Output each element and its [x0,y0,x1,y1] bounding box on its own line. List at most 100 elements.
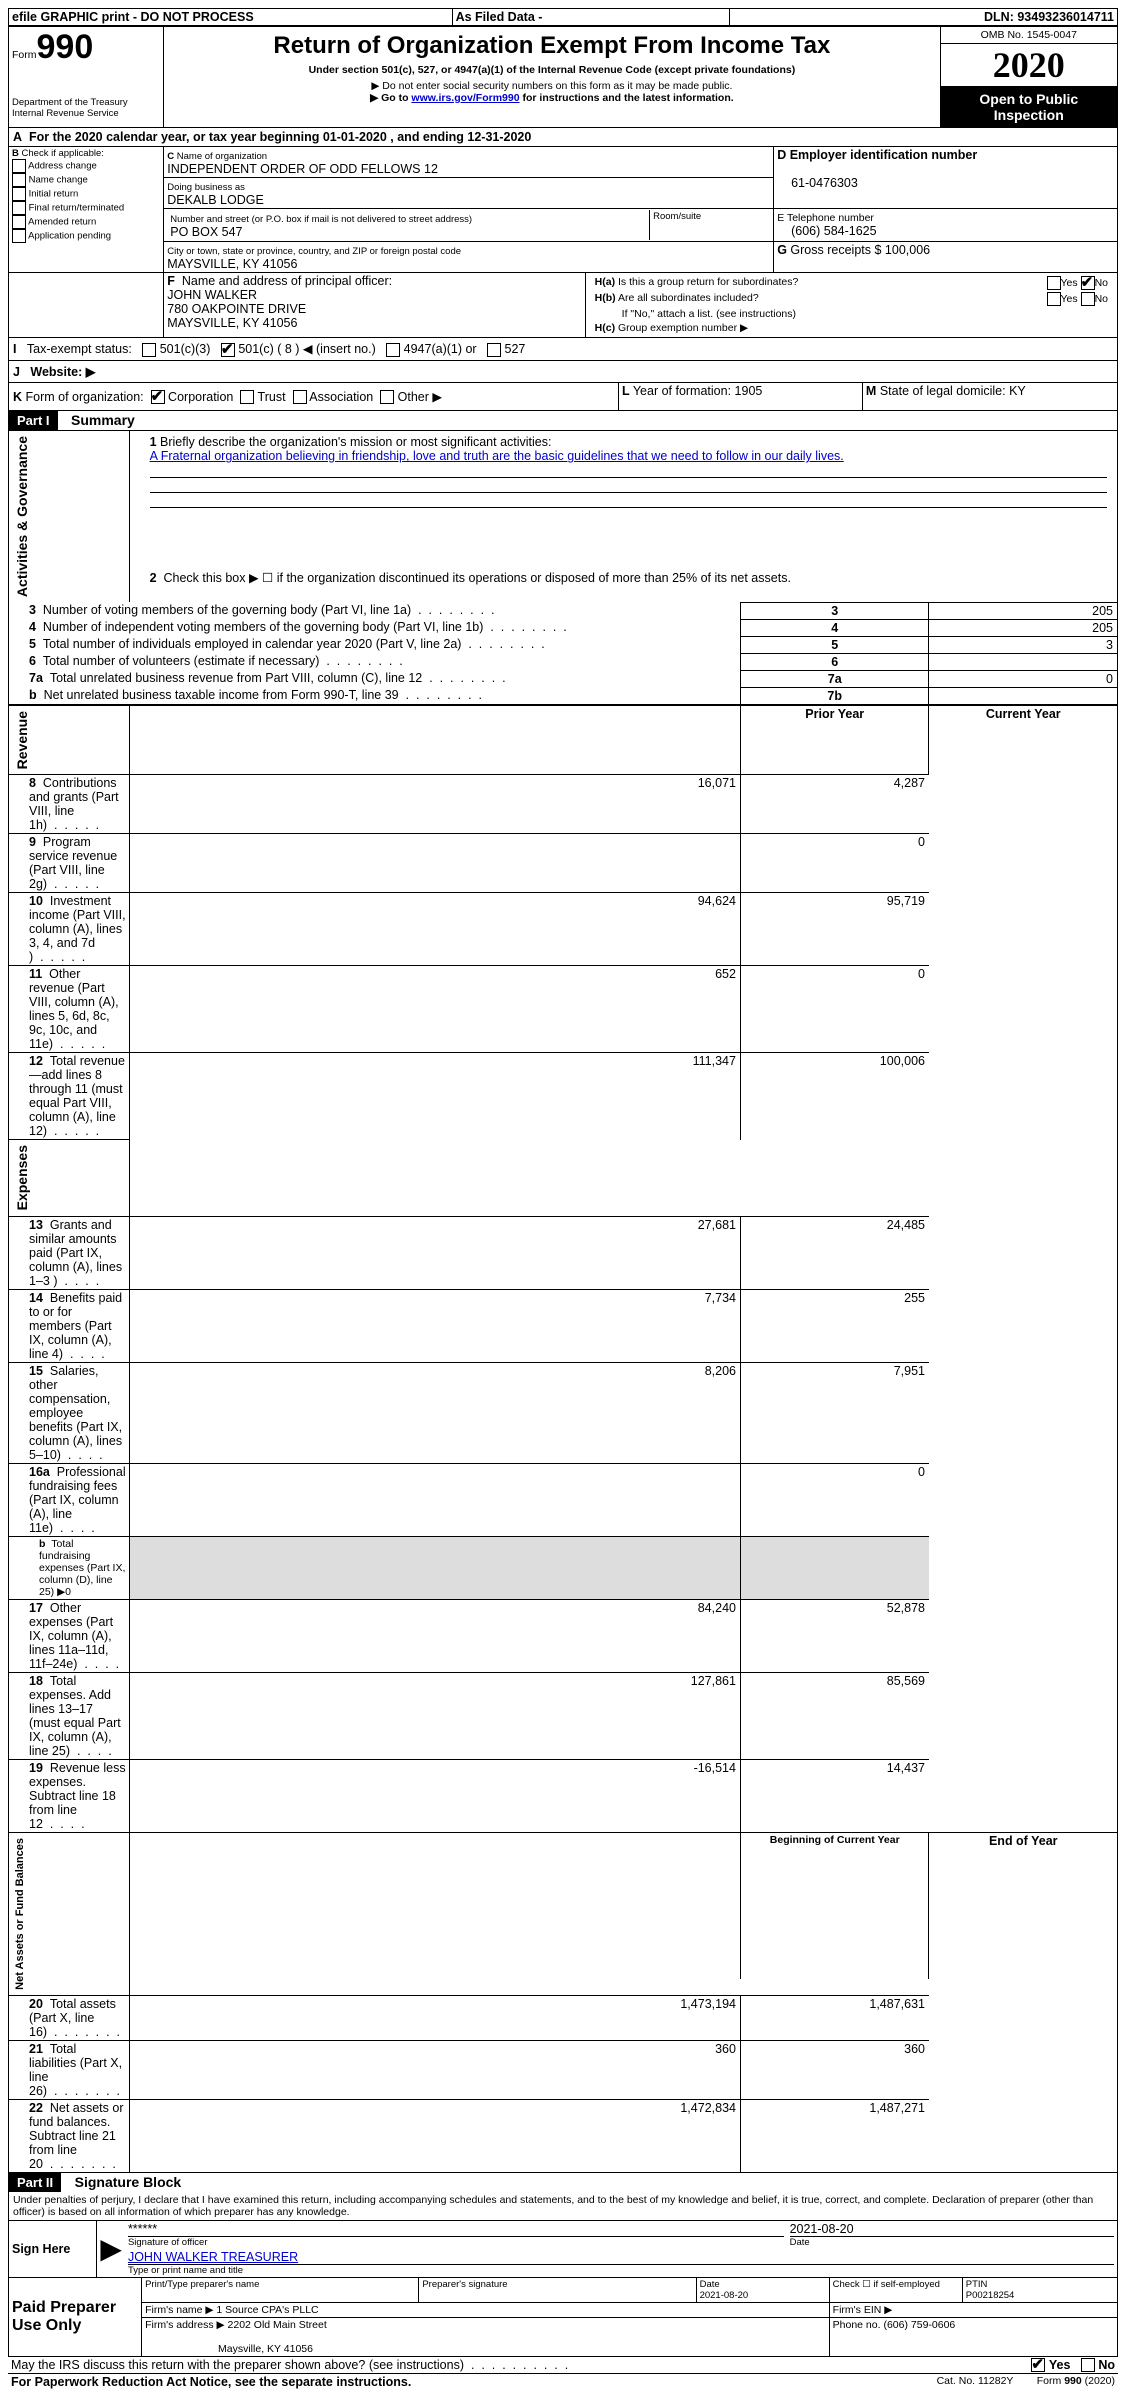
table-row: 13 Grants and similar amounts paid (Part… [9,1216,1118,1289]
form-cell: Form990 Department of the Treasury Inter… [9,27,164,128]
box-f: F Name and address of principal officer:… [164,273,585,338]
table-row: 10 Investment income (Part VIII, column … [9,893,1118,966]
b-check-item: Address change [12,159,160,173]
table-row: 3 Number of voting members of the govern… [9,602,1118,619]
fh-block: F Name and address of principal officer:… [8,273,1118,338]
discuss-yes[interactable] [1031,2358,1045,2372]
table-row: 15 Salaries, other compensation, employe… [9,1362,1118,1463]
ein: 61-0476303 [791,176,858,190]
dln-label: DLN: [984,10,1014,24]
col-current: Current Year [929,705,1118,774]
discuss-no[interactable] [1081,2358,1095,2372]
col-end: End of Year [929,1832,1118,1978]
box-c-city: City or town, state or province, country… [164,242,774,273]
open-public: Open to Public Inspection [941,87,1117,127]
ha-no[interactable] [1081,276,1095,290]
header-title: Return of Organization Exempt From Incom… [167,28,936,60]
city: MAYSVILLE, KY 41056 [167,257,297,271]
sign-name: JOHN WALKER TREASURER Type or print name… [125,2249,1118,2278]
box-g: G Gross receipts $ 100,006 [774,242,1118,273]
box-c-dba: Doing business as DEKALB LODGE [164,178,774,209]
paid-label: Paid Preparer Use Only [9,2278,142,2357]
b-check-item: Amended return [12,215,160,229]
i-option: 501(c)(3) [142,342,221,356]
sign-here-label: Sign Here [9,2221,97,2278]
box-b: B Check if applicable: Address change Na… [9,147,164,273]
as-filed: As Filed Data - [452,9,729,26]
table-row: 20 Total assets (Part X, line 16) . . . … [9,1995,1118,2040]
efile-notice: efile GRAPHIC print - DO NOT PROCESS [9,9,453,26]
col-prior: Prior Year [740,705,929,774]
b-check-item: Initial return [12,187,160,201]
table-row: 5 Total number of individuals employed i… [9,636,1118,653]
box-d: D Employer identification number 61-0476… [774,147,1118,209]
irs-link[interactable]: www.irs.gov/Form990 [411,92,519,104]
i-option: 527 [487,342,536,356]
line-j: J Website: ▶ [8,361,1118,383]
table-row: 9 Program service revenue (Part VIII, li… [9,834,1118,893]
gross-receipts: 100,006 [885,243,930,257]
k-option: Trust [240,390,292,404]
box-e: E Telephone number (606) 584-1625 [774,209,1118,242]
header-subtitle: Under section 501(c), 527, or 4947(a)(1)… [167,60,936,80]
table-row: 8 Contributions and grants (Part VIII, l… [9,775,1118,834]
table-row: 12 Total revenue—add lines 8 through 11 … [9,1053,1118,1140]
year-cell: OMB No. 1545-0047 2020 Open to Public In… [940,27,1117,128]
section-expenses: Expenses [9,1140,130,1216]
hb-no[interactable] [1081,292,1095,306]
header-note2: ▶ Go to www.irs.gov/Form990 for instruct… [167,92,936,104]
sign-block: Sign Here ▶ ****** Signature of officer … [8,2221,1118,2278]
street: PO BOX 547 [170,225,242,239]
ha-yes[interactable] [1047,276,1061,290]
top-bar: efile GRAPHIC print - DO NOT PROCESS As … [8,8,1118,26]
discuss-line: May the IRS discuss this return with the… [8,2357,896,2374]
header-note1: ▶ Do not enter social security numbers o… [167,80,936,92]
title-cell: Return of Organization Exempt From Incom… [164,27,940,128]
k-option: Other ▶ [380,390,449,404]
sign-date: 2021-08-20 Date [787,2221,1118,2249]
form-number: 990 [37,28,94,66]
section-net: Net Assets or Fund Balances [9,1832,130,1995]
table-row: 18 Total expenses. Add lines 13–17 (must… [9,1672,1118,1759]
org-name: INDEPENDENT ORDER OF ODD FELLOWS 12 [167,162,438,176]
table-row: 21 Total liabilities (Part X, line 26) .… [9,2040,1118,2099]
form-label: Form [12,49,37,61]
footer: May the IRS discuss this return with the… [8,2357,1118,2391]
k-option: Corporation [151,390,241,404]
table-row: 11 Other revenue (Part VIII, column (A),… [9,966,1118,1053]
line-a: A For the 2020 calendar year, or tax yea… [8,128,1118,147]
section-governance: Activities & Governance [9,431,130,603]
table-row: b Net unrelated business taxable income … [9,687,1118,704]
sign-bracket: ▶ [97,2221,125,2278]
phone: (606) 584-1625 [791,224,876,238]
table-row: 17 Other expenses (Part IX, column (A), … [9,1599,1118,1672]
b-check-item: Final return/terminated [12,201,160,215]
col-begin: Beginning of Current Year [740,1832,929,1978]
hb-yes[interactable] [1047,292,1061,306]
part-i-body: Activities & Governance 1 Briefly descri… [8,430,1118,2172]
table-row: 19 Revenue less expenses. Subtract line … [9,1759,1118,1832]
line-m: M State of legal domicile: KY [862,383,1117,411]
klm-row: K Form of organization: Corporation Trus… [8,383,1118,412]
part-ii-header: Part II Signature Block [8,2173,1118,2192]
table-row: 22 Net assets or fund balances. Subtract… [9,2099,1118,2172]
info-block: B Check if applicable: Address change Na… [8,147,1118,273]
box-c-street: Number and street (or P.O. box if mail i… [164,209,774,242]
dln-cell: DLN: 93493236014711 [729,9,1117,26]
b-check-item: Name change [12,173,160,187]
dept1: Department of the Treasury [12,97,160,108]
i-option: 4947(a)(1) or [386,342,487,356]
table-row: 6 Total number of volunteers (estimate i… [9,653,1118,670]
line-l: L Year of formation: 1905 [618,383,862,411]
sign-sig: ****** Signature of officer [125,2221,787,2249]
section-revenue: Revenue [9,705,130,774]
officer-addr2: MAYSVILLE, KY 41056 [167,316,297,330]
dba: DEKALB LODGE [167,193,264,207]
table-row: b Total fundraising expenses (Part IX, c… [9,1536,1118,1599]
discuss-answer: Yes No [896,2357,1118,2374]
omb: OMB No. 1545-0047 [941,27,1117,44]
mission-text[interactable]: A Fraternal organization believing in fr… [150,449,844,463]
officer-addr1: 780 OAKPOINTE DRIVE [167,302,306,316]
table-row: 16a Professional fundraising fees (Part … [9,1463,1118,1536]
box-h: H(a) Is this a group return for subordin… [585,273,1117,338]
